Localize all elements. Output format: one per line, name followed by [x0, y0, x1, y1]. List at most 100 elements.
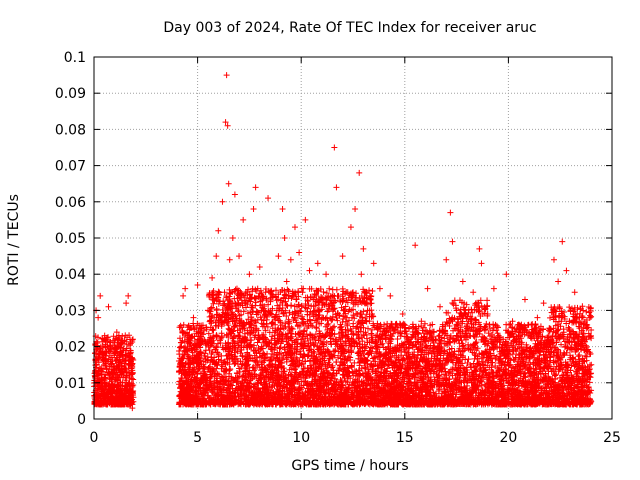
data-point	[109, 400, 116, 407]
data-point	[282, 298, 289, 305]
data-point	[550, 256, 557, 263]
data-point	[424, 285, 431, 292]
data-point	[360, 245, 367, 252]
data-point	[94, 385, 101, 392]
data-point	[459, 278, 466, 285]
data-point	[236, 253, 243, 260]
data-point	[105, 348, 112, 355]
data-point	[95, 372, 102, 379]
data-point	[117, 400, 124, 407]
data-point	[120, 401, 127, 408]
data-point	[100, 368, 107, 375]
data-point	[105, 382, 112, 389]
data-point	[109, 390, 116, 397]
data-point	[521, 296, 528, 303]
data-point	[376, 285, 383, 292]
data-point	[221, 289, 228, 296]
data-point	[180, 292, 187, 299]
data-point	[470, 289, 477, 296]
data-point	[125, 292, 132, 299]
data-point	[121, 340, 128, 347]
data-point	[503, 271, 510, 278]
data-point	[485, 330, 492, 337]
data-point	[127, 349, 134, 356]
data-point	[352, 206, 359, 213]
data-point	[114, 377, 121, 384]
data-point	[122, 357, 129, 364]
data-point	[333, 184, 340, 191]
data-point	[563, 267, 570, 274]
data-point	[106, 352, 113, 359]
data-point	[95, 334, 102, 341]
data-point	[223, 72, 230, 79]
data-point	[123, 300, 130, 307]
data-point	[129, 370, 136, 377]
data-point	[534, 314, 541, 321]
data-point	[123, 345, 130, 352]
data-point	[476, 245, 483, 252]
data-point	[95, 380, 102, 387]
data-point	[125, 380, 132, 387]
data-point	[229, 235, 236, 241]
data-point	[281, 235, 288, 241]
data-point	[312, 331, 319, 338]
data-point	[130, 398, 137, 405]
data-point	[124, 334, 131, 341]
data-point	[107, 385, 114, 392]
data-point	[256, 263, 263, 270]
data-point	[209, 274, 216, 281]
data-point	[306, 267, 313, 274]
data-point	[331, 144, 338, 151]
data-point	[126, 379, 133, 386]
data-point	[219, 198, 226, 205]
data-point	[194, 282, 201, 289]
data-point	[120, 372, 127, 379]
data-point	[115, 359, 122, 366]
data-point	[224, 122, 231, 129]
data-point	[412, 242, 419, 249]
data-point	[103, 401, 110, 408]
data-point	[109, 375, 116, 382]
data-point	[182, 285, 189, 292]
data-point	[102, 362, 109, 369]
data-point	[123, 352, 130, 359]
data-point	[126, 397, 133, 404]
data-point	[115, 336, 122, 343]
data-point	[92, 362, 99, 369]
data-point	[95, 351, 102, 358]
data-point	[123, 385, 130, 392]
data-point	[107, 394, 114, 401]
data-point	[252, 286, 259, 293]
data-point	[125, 341, 132, 348]
data-point	[97, 384, 104, 391]
data-point	[240, 308, 247, 315]
data-point	[540, 300, 547, 307]
data-point	[95, 314, 102, 321]
data-point	[250, 206, 257, 213]
data-point	[100, 396, 107, 403]
data-point	[111, 369, 118, 376]
data-point	[323, 271, 330, 278]
data-point	[490, 285, 497, 292]
data-point	[105, 303, 112, 310]
data-point	[91, 392, 98, 399]
data-point	[213, 253, 220, 260]
data-point	[117, 369, 124, 376]
data-point	[293, 296, 300, 303]
data-point	[108, 363, 115, 370]
data-point	[123, 372, 130, 379]
data-point	[130, 376, 137, 383]
data-point	[129, 336, 136, 343]
data-point	[96, 365, 103, 372]
data-point	[559, 238, 566, 245]
data-point	[97, 292, 104, 299]
data-point	[302, 216, 309, 223]
data-point	[120, 356, 127, 363]
data-points	[91, 72, 595, 412]
data-point	[110, 401, 117, 408]
data-point	[111, 363, 118, 370]
data-point	[222, 119, 229, 126]
data-point	[240, 216, 247, 223]
data-point	[97, 347, 104, 354]
